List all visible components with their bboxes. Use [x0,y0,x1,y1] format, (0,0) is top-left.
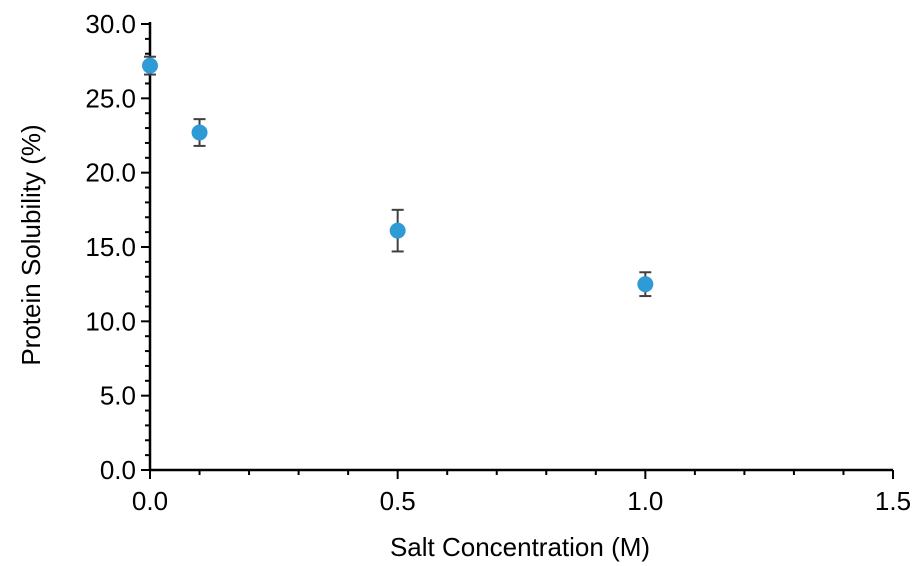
y-tick-label: 30.0 [85,9,136,39]
data-point-group [389,208,406,253]
data-point-group [191,118,208,147]
y-tick-label: 10.0 [85,306,136,336]
y-tick-label: 5.0 [100,381,136,411]
y-tick-label: 15.0 [85,232,136,262]
y-tick-label: 0.0 [100,455,136,485]
data-point [637,276,654,293]
axes [141,22,894,479]
x-tick-label: 1.0 [627,486,663,516]
x-tick-label: 0.5 [380,486,416,516]
data-point [389,222,406,239]
data-point-group [637,271,654,298]
y-tick-label: 20.0 [85,158,136,188]
y-axis-title: Protein Solubility (%) [16,124,46,365]
data-point [142,57,158,74]
data-point [191,124,208,141]
data-point-group [142,55,158,76]
x-tick-label: 0.0 [132,486,168,516]
x-tick-label: 1.5 [875,486,911,516]
data-points [142,55,654,298]
x-axis-title: Salt Concentration (M) [390,532,650,562]
y-tick-label: 25.0 [85,83,136,113]
tick-labels: 0.0 5.0 10.0 15.0 20.0 25.0 30.0 0.0 0.5 1.0 1.5 [85,9,911,516]
